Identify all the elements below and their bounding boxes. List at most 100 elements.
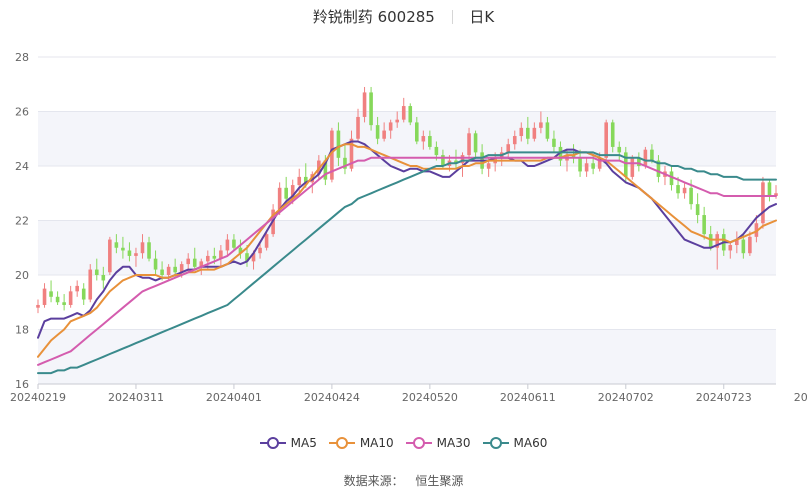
- candle[interactable]: [68, 285, 73, 308]
- candle-body: [343, 157, 347, 169]
- candle[interactable]: [408, 103, 413, 126]
- candle[interactable]: [75, 280, 79, 297]
- candle[interactable]: [369, 86, 373, 131]
- candle[interactable]: [134, 247, 138, 267]
- candle[interactable]: [454, 149, 458, 169]
- candle-body: [101, 275, 106, 281]
- candle[interactable]: [656, 155, 661, 183]
- legend: MA5 MA10 MA30 MA60: [0, 436, 807, 452]
- candle[interactable]: [702, 206, 706, 240]
- candle[interactable]: [754, 215, 759, 243]
- candle[interactable]: [225, 234, 230, 256]
- candle[interactable]: [512, 130, 517, 150]
- candle[interactable]: [630, 155, 635, 180]
- candle[interactable]: [637, 152, 641, 172]
- candle[interactable]: [578, 149, 582, 177]
- candle[interactable]: [735, 231, 739, 254]
- candle[interactable]: [382, 122, 386, 142]
- legend-item-ma5[interactable]: MA5: [259, 436, 317, 450]
- candle[interactable]: [356, 108, 360, 142]
- candle[interactable]: [526, 116, 530, 145]
- candle[interactable]: [49, 280, 53, 303]
- candle[interactable]: [728, 242, 733, 259]
- candle[interactable]: [388, 119, 393, 139]
- candle[interactable]: [140, 234, 145, 259]
- candle[interactable]: [362, 86, 367, 123]
- candle[interactable]: [62, 294, 66, 311]
- candle[interactable]: [238, 239, 243, 259]
- candle[interactable]: [545, 116, 550, 142]
- candle[interactable]: [81, 283, 86, 305]
- candle[interactable]: [232, 234, 236, 251]
- candle-body: [55, 296, 60, 303]
- candle[interactable]: [264, 231, 269, 251]
- candle[interactable]: [617, 141, 622, 161]
- candle[interactable]: [336, 122, 341, 166]
- candle[interactable]: [741, 234, 746, 259]
- candle[interactable]: [219, 245, 223, 267]
- candle[interactable]: [375, 116, 380, 145]
- candle[interactable]: [330, 127, 334, 183]
- candle-body: [506, 144, 511, 153]
- candle[interactable]: [36, 299, 40, 314]
- candle[interactable]: [414, 116, 419, 145]
- candle[interactable]: [708, 225, 713, 251]
- candle[interactable]: [343, 144, 347, 175]
- candle[interactable]: [153, 250, 158, 275]
- candle[interactable]: [101, 266, 106, 289]
- candle[interactable]: [669, 166, 674, 191]
- candle-body: [401, 106, 406, 120]
- candle[interactable]: [748, 231, 752, 256]
- candle-body: [212, 255, 217, 259]
- y-tick-label: 22: [15, 215, 29, 228]
- candle[interactable]: [94, 258, 99, 281]
- candle[interactable]: [584, 157, 589, 177]
- candle-body: [356, 116, 360, 139]
- candle-body: [121, 247, 125, 251]
- candle[interactable]: [192, 247, 197, 270]
- candle[interactable]: [460, 152, 465, 177]
- candle-body: [708, 234, 713, 248]
- candle-body: [88, 269, 93, 300]
- candle-body: [460, 155, 465, 164]
- candle[interactable]: [519, 122, 524, 142]
- candle[interactable]: [767, 179, 772, 202]
- candle[interactable]: [473, 130, 478, 158]
- candle[interactable]: [121, 236, 125, 259]
- candle[interactable]: [539, 111, 543, 134]
- candle[interactable]: [761, 176, 765, 229]
- candle[interactable]: [604, 119, 608, 161]
- candle[interactable]: [506, 138, 511, 158]
- candle[interactable]: [571, 144, 576, 164]
- candle-body: [617, 146, 622, 153]
- candle[interactable]: [114, 234, 119, 254]
- candle[interactable]: [715, 231, 720, 270]
- candle[interactable]: [395, 111, 400, 128]
- candle[interactable]: [108, 236, 112, 275]
- legend-item-ma60[interactable]: MA60: [482, 436, 547, 450]
- candle[interactable]: [428, 130, 432, 150]
- candle[interactable]: [55, 291, 60, 305]
- candle[interactable]: [284, 176, 288, 205]
- candle[interactable]: [610, 119, 615, 153]
- candle[interactable]: [552, 130, 556, 153]
- candle[interactable]: [558, 141, 563, 166]
- candle[interactable]: [147, 236, 151, 262]
- candle[interactable]: [88, 264, 93, 303]
- candle[interactable]: [42, 283, 47, 308]
- candle[interactable]: [258, 242, 262, 259]
- legend-item-ma30[interactable]: MA30: [405, 436, 471, 450]
- candle[interactable]: [401, 97, 406, 123]
- candle[interactable]: [682, 182, 687, 199]
- legend-item-ma10[interactable]: MA10: [328, 436, 394, 450]
- candle[interactable]: [695, 193, 700, 224]
- x-tick-label: 20240723: [696, 391, 752, 404]
- candle[interactable]: [421, 130, 426, 150]
- candle[interactable]: [127, 242, 132, 262]
- candle[interactable]: [467, 127, 471, 161]
- candle[interactable]: [290, 179, 295, 205]
- candle[interactable]: [532, 122, 537, 142]
- candle[interactable]: [349, 130, 354, 172]
- y-tick-label: 18: [15, 324, 29, 337]
